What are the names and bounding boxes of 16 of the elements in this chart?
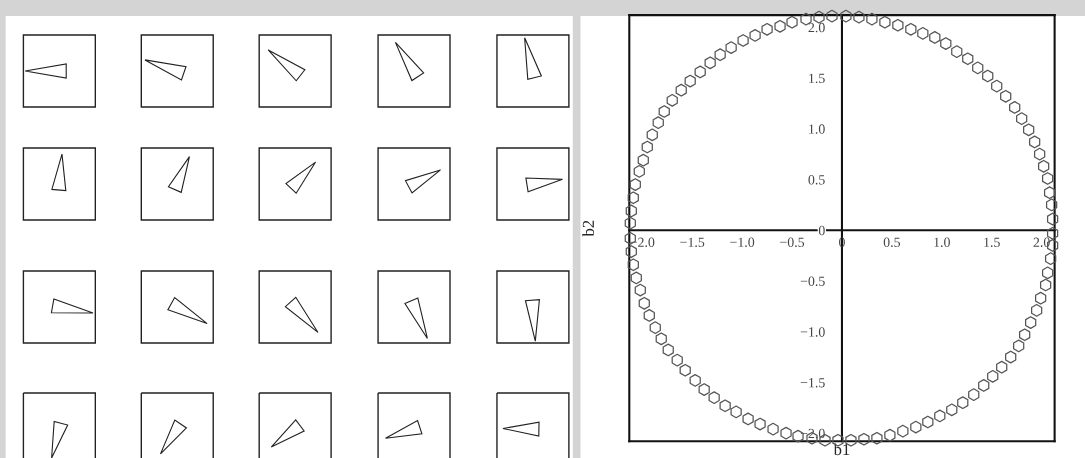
- x-tick-label: 1.5: [984, 237, 1000, 248]
- y-tick-label: 0: [818, 225, 825, 236]
- y-tick-label: 2.0: [808, 22, 825, 33]
- x-tick-label: 0.5: [883, 237, 901, 248]
- x-tick-label: −0.5: [780, 237, 805, 248]
- y-axis-title: b2: [582, 220, 595, 237]
- y-tick-label: 1.5: [809, 73, 825, 84]
- x-tick-label: 1.0: [934, 237, 950, 248]
- x-axis-title: b1: [833, 443, 850, 456]
- y-tick-label: 0.5: [808, 175, 825, 185]
- x-tick-label: −1.5: [680, 237, 705, 248]
- y-tick-label: −0.5: [800, 276, 825, 286]
- y-tick-label: −1.0: [800, 327, 825, 337]
- x-tick-label: −1.0: [730, 237, 755, 248]
- y-tick-label: −1.5: [800, 378, 825, 388]
- y-tick-label: 1.0: [809, 124, 825, 134]
